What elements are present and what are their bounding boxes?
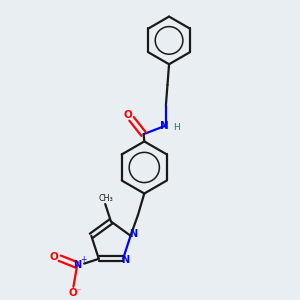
Text: N: N	[129, 229, 137, 239]
Text: N: N	[122, 255, 130, 266]
Text: O: O	[50, 252, 58, 262]
Text: H: H	[173, 123, 180, 132]
Text: +: +	[80, 255, 86, 264]
Text: N: N	[73, 260, 81, 270]
Text: O: O	[123, 110, 132, 120]
Text: O: O	[68, 287, 77, 298]
Text: CH₃: CH₃	[98, 194, 113, 203]
Text: ⁻: ⁻	[77, 287, 81, 296]
Text: N: N	[160, 121, 169, 131]
